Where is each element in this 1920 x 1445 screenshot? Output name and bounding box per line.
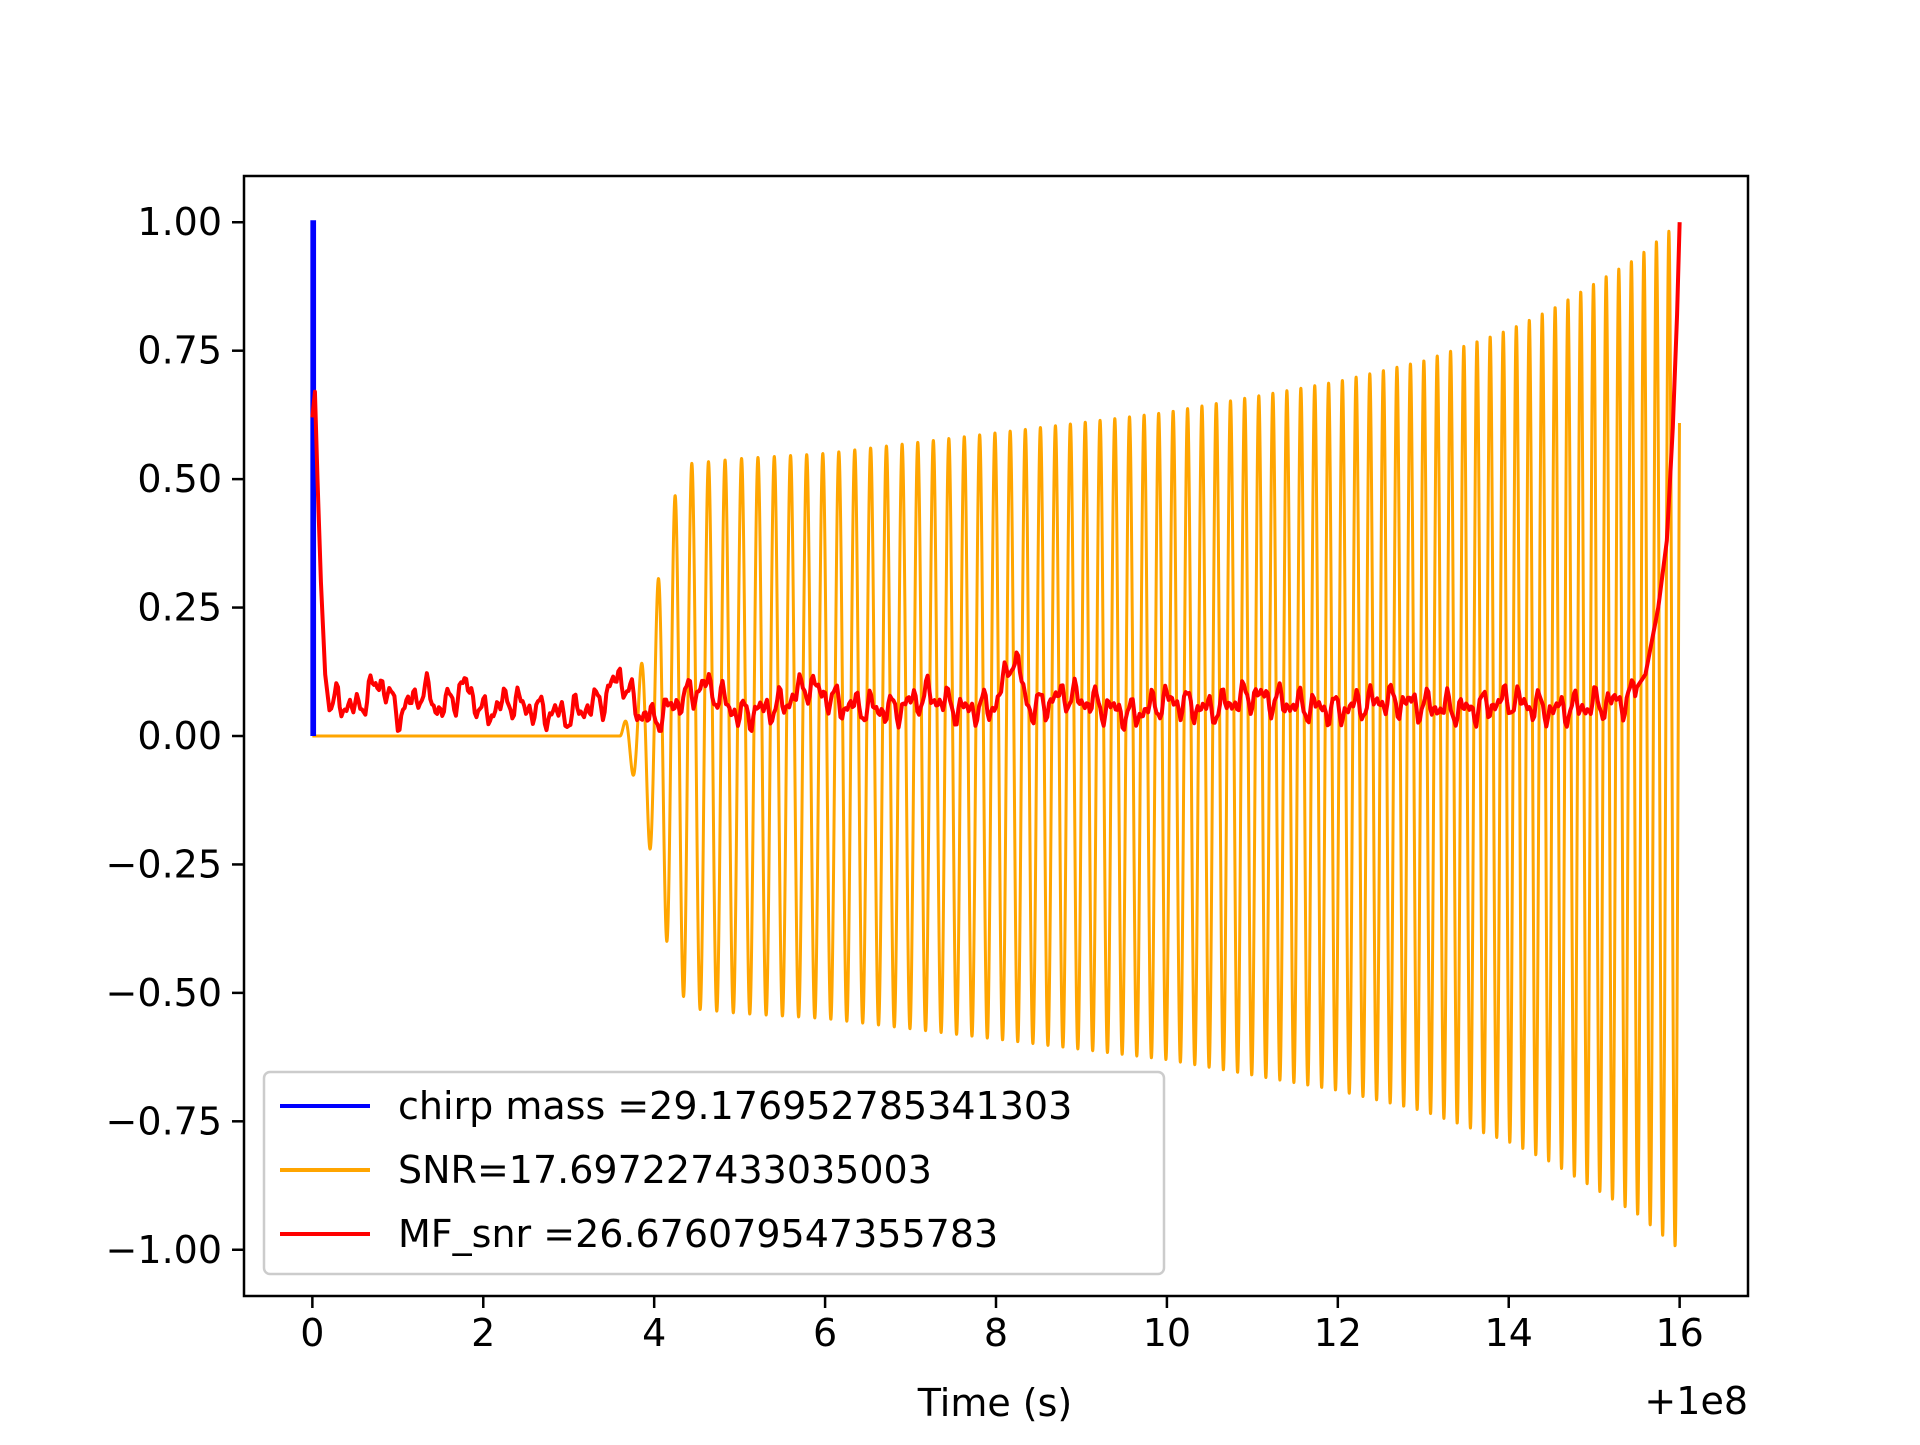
x-tick-label: 0 <box>300 1311 324 1355</box>
legend: chirp mass =29.176952785341303 SNR=17.69… <box>262 1070 1166 1276</box>
x-tick-label: 4 <box>642 1311 666 1355</box>
x-axis: 0 2 4 6 8 10 12 14 16 <box>300 1296 1704 1355</box>
legend-label-mf-snr: MF_snr =26.676079547355783 <box>398 1212 998 1256</box>
y-tick-label: 0.75 <box>137 329 222 373</box>
series-snr-line <box>312 229 1681 1248</box>
x-tick-label: 2 <box>471 1311 495 1355</box>
series-chirp-mass-line <box>310 220 317 736</box>
series-mf-snr-line <box>310 222 1682 733</box>
series-layer <box>310 220 1682 1248</box>
x-axis-offset-label: +1e8 <box>1644 1379 1748 1423</box>
y-tick-label: 0.00 <box>137 714 222 758</box>
legend-label-chirp-mass: chirp mass =29.176952785341303 <box>398 1084 1072 1128</box>
x-tick-label: 14 <box>1485 1311 1533 1355</box>
legend-label-snr: SNR=17.697227433035003 <box>398 1148 932 1192</box>
x-tick-label: 16 <box>1655 1311 1703 1355</box>
y-tick-label: −0.25 <box>106 842 222 886</box>
y-tick-label: 0.25 <box>137 586 222 630</box>
y-axis: 1.00 0.75 0.50 0.25 0.00 −0.25 −0.50 −0.75 −1.00 <box>106 200 244 1272</box>
x-tick-label: 10 <box>1143 1311 1191 1355</box>
legend-box <box>262 1070 1166 1276</box>
y-tick-label: 1.00 <box>137 200 222 244</box>
x-tick-label: 12 <box>1314 1311 1362 1355</box>
x-tick-label: 6 <box>813 1311 837 1355</box>
x-axis-label: Time (s) <box>917 1381 1073 1425</box>
y-tick-label: 0.50 <box>137 457 222 501</box>
y-tick-label: −0.50 <box>106 971 222 1015</box>
y-tick-label: −0.75 <box>106 1099 222 1143</box>
x-tick-label: 8 <box>984 1311 1008 1355</box>
y-tick-label: −1.00 <box>106 1228 222 1272</box>
